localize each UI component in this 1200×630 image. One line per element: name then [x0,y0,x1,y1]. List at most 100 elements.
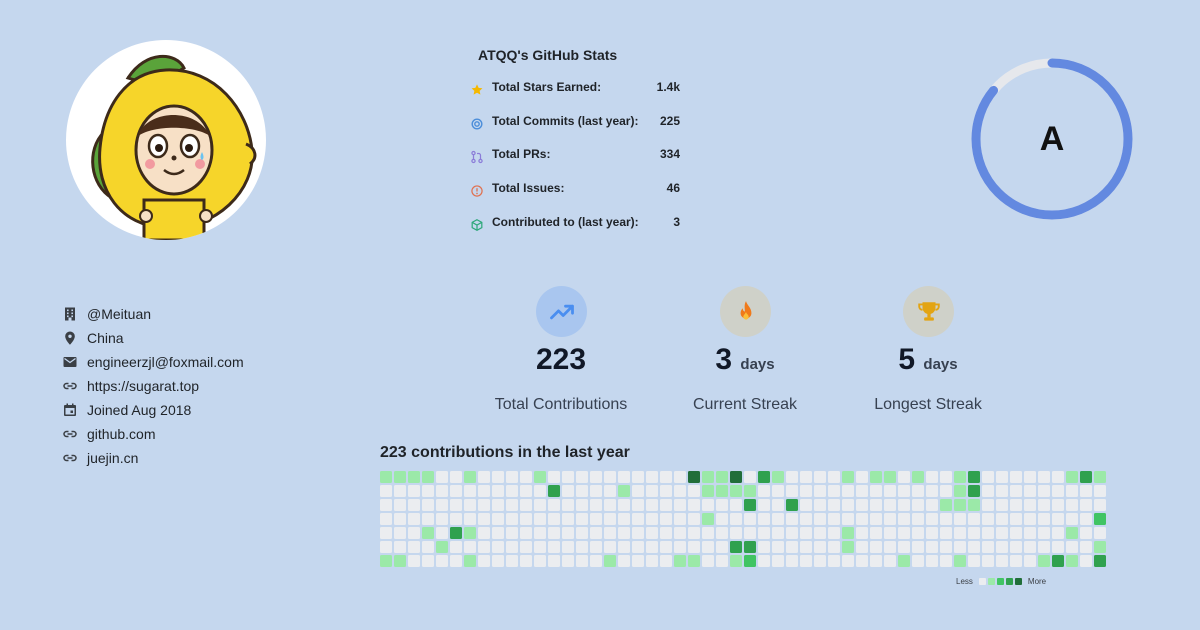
heatmap-cell [534,485,546,497]
heatmap-cell [884,499,896,511]
heatmap-cell [1024,499,1036,511]
current-streak-label: Current Streak [692,396,798,413]
link-icon [63,430,77,438]
heatmap-cell [492,555,504,567]
stat-value: 225 [659,114,680,128]
heatmap-cell [1094,485,1106,497]
info-text[interactable]: juejin.cn [87,450,139,466]
heatmap-cell [576,541,588,553]
heatmap-cell [506,541,518,553]
heatmap-cell [702,555,714,567]
heatmap-cell [688,555,700,567]
heatmap-cell [562,485,574,497]
heatmap-cell [744,527,756,539]
heatmap-cell [870,513,882,525]
heatmap-cell [506,555,518,567]
heatmap-cell [660,485,672,497]
heatmap-cell [870,485,882,497]
heatmap-cell [632,471,644,483]
heatmap-cell [674,471,686,483]
info-text: China [87,330,124,346]
heatmap-cell [534,555,546,567]
stat-value: 3 [673,215,680,229]
heatmap-cell [842,513,854,525]
heatmap-cell [464,555,476,567]
heatmap-cell [618,527,630,539]
heatmap-cell [744,541,756,553]
info-text[interactable]: https://sugarat.top [87,378,200,394]
heatmap-cell [926,485,938,497]
heatmap-cell [450,485,462,497]
heatmap-cell [758,513,770,525]
heatmap-cell [800,555,812,567]
heatmap-cell [646,499,658,511]
info-link-juejin[interactable]: juejin.cn [62,448,138,468]
info-text[interactable]: engineerzjl@foxmail.com [87,354,244,370]
heatmap-cell [450,513,462,525]
heatmap-cell [394,471,406,483]
heatmap-cell [716,513,728,525]
legend-less: Less [956,577,973,586]
heatmap-cell [576,513,588,525]
heatmap-cell [380,541,392,553]
heatmap-cell [422,499,434,511]
heatmap-cell [996,513,1008,525]
heatmap-cell [730,485,742,497]
heatmap-cell [730,555,742,567]
heatmap-cell [506,485,518,497]
heatmap-cell [604,499,616,511]
heatmap-cell [856,555,868,567]
heatmap-cell [1024,513,1036,525]
heatmap-cell [954,541,966,553]
heatmap-cell [604,555,616,567]
heatmap-cell [646,471,658,483]
heatmap-cell [674,513,686,525]
heatmap-cell [786,471,798,483]
info-company: @Meituan [62,304,151,324]
heatmap-cell [968,513,980,525]
heatmap-cell [464,527,476,539]
heatmap-cell [870,499,882,511]
heatmap-cell [926,527,938,539]
heatmap-cell [940,527,952,539]
info-link-github[interactable]: github.com [62,424,155,444]
building-icon [65,307,75,321]
heatmap-cell [1010,513,1022,525]
heatmap-cell [380,555,392,567]
info-email[interactable]: engineerzjl@foxmail.com [62,352,244,372]
heatmap-cell [982,527,994,539]
heatmap-cell [1066,541,1078,553]
heatmap-cell [506,527,518,539]
stat-row-stars: Total Stars Earned: 1.4k [470,79,680,99]
heatmap-cell [842,541,854,553]
heatmap-cell [828,555,840,567]
heatmap-cell [772,513,784,525]
heatmap-cell [912,527,924,539]
heatmap-cell [478,527,490,539]
info-text[interactable]: github.com [87,426,156,442]
heatmap-cell [772,555,784,567]
heatmap-cell [716,555,728,567]
heatmap-cell [940,485,952,497]
total-contributions-label: Total Contributions [494,396,628,413]
heatmap-cell [912,485,924,497]
info-website[interactable]: https://sugarat.top [62,376,199,396]
heatmap-cell [758,541,770,553]
heatmap-cell [828,527,840,539]
heatmap-cell [744,499,756,511]
heatmap-cell [842,471,854,483]
heatmap-cell [870,541,882,553]
heatmap-cell [548,555,560,567]
heatmap-legend: Less More [952,577,1050,586]
heatmap-cell [954,513,966,525]
heatmap-cell [870,471,882,483]
heatmap-cell [408,541,420,553]
heatmap-cell [716,499,728,511]
heatmap-cell [506,513,518,525]
heatmap-cell [1066,513,1078,525]
heatmap-cell [478,513,490,525]
heatmap-cell [912,541,924,553]
heatmap-cell [800,499,812,511]
heatmap-cell [492,499,504,511]
heatmap-cell [590,471,602,483]
